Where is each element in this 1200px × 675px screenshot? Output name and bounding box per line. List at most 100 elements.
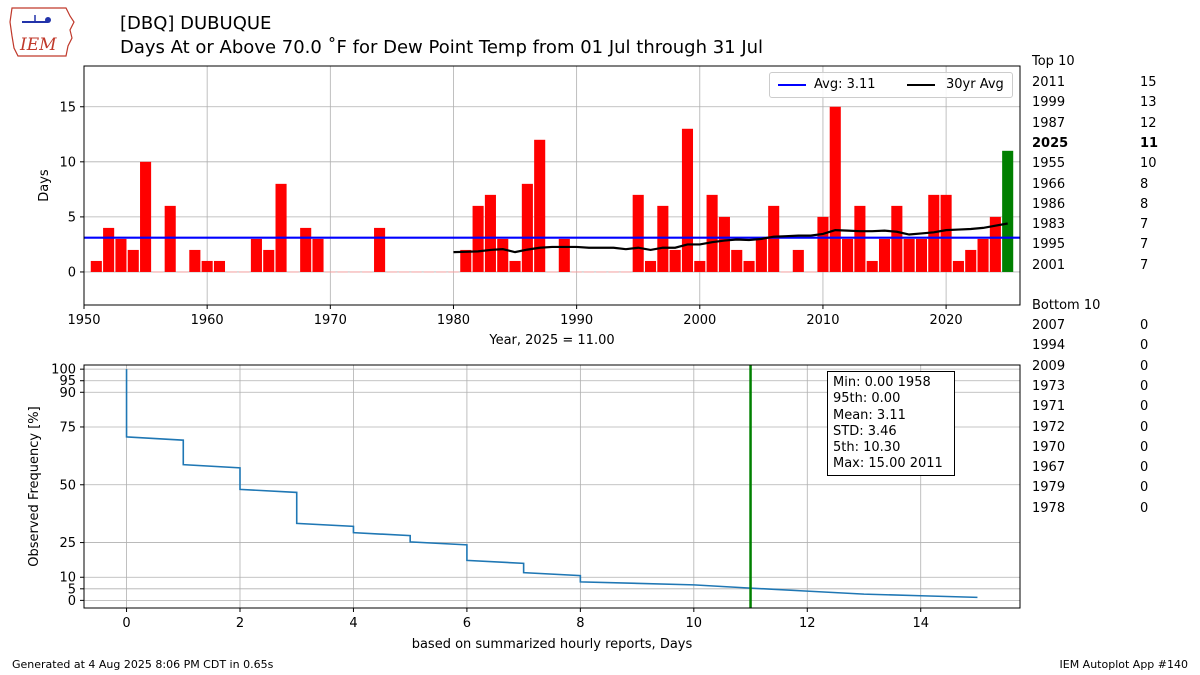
stat-min: Min: 0.00 1958 bbox=[833, 375, 931, 390]
bar-2025 bbox=[1002, 150, 1014, 272]
bar-1989 bbox=[558, 238, 570, 272]
x-tick-label: 6 bbox=[463, 616, 471, 631]
stat-std: STD: 3.46 bbox=[833, 423, 897, 439]
bar-1984 bbox=[497, 238, 509, 272]
bar-2015 bbox=[878, 238, 891, 272]
stat-mean: Mean: 3.11 bbox=[833, 407, 906, 423]
bottom10-value: 0 bbox=[1140, 318, 1149, 333]
bar-2010 bbox=[817, 216, 829, 272]
y-tick-label: 5 bbox=[68, 210, 76, 225]
bar-2017 bbox=[903, 238, 915, 272]
y-tick-label: 50 bbox=[59, 478, 76, 493]
y-axis-label: Observed Frequency [%] bbox=[27, 406, 42, 566]
bottom10-value: 0 bbox=[1140, 500, 1149, 516]
top10-value: 8 bbox=[1140, 196, 1149, 212]
bar-2004 bbox=[743, 260, 755, 272]
bar-2023 bbox=[977, 238, 989, 272]
bar-1985 bbox=[509, 260, 521, 272]
bar-1953 bbox=[115, 238, 127, 272]
y-tick-label: 75 bbox=[59, 420, 76, 435]
bar-1969 bbox=[312, 238, 324, 272]
bar-1959 bbox=[189, 249, 201, 272]
x-axis-label: based on summarized hourly reports, Days bbox=[412, 637, 693, 652]
legend-avg-swatch bbox=[778, 84, 806, 86]
bar-2014 bbox=[866, 260, 878, 272]
x-tick-label: 2000 bbox=[683, 313, 716, 328]
bottom10-year: 1972 bbox=[1032, 419, 1066, 435]
bar-2021 bbox=[952, 260, 964, 272]
x-axis-label: Year, 2025 = 11.00 bbox=[488, 333, 614, 348]
top10-value: 15 bbox=[1140, 75, 1157, 90]
bar-1964 bbox=[250, 238, 262, 272]
top10-year: 1999 bbox=[1032, 95, 1066, 111]
x-tick-label: 10 bbox=[686, 616, 703, 631]
y-tick-label: 100 bbox=[51, 363, 76, 378]
chart2-frame bbox=[83, 364, 1021, 609]
top10-value: 7 bbox=[1140, 237, 1149, 253]
bar-1999 bbox=[681, 128, 694, 272]
bar-1987 bbox=[534, 139, 546, 272]
bottom10-title: Bottom 10 bbox=[1032, 298, 1101, 313]
legend-avg-label: Avg: 3.11 bbox=[814, 77, 876, 92]
top10-year: 1987 bbox=[1032, 115, 1066, 131]
bar-2000 bbox=[694, 260, 706, 272]
bar-1986 bbox=[521, 183, 533, 272]
top10-value: 10 bbox=[1140, 156, 1157, 172]
top10-value: 12 bbox=[1140, 115, 1157, 131]
bottom10-year: 2007 bbox=[1032, 318, 1066, 333]
x-tick-label: 1960 bbox=[191, 313, 224, 328]
stat-max: Max: 15.00 2011 bbox=[833, 456, 943, 472]
x-tick-label: 8 bbox=[576, 616, 584, 631]
frequency-line bbox=[125, 369, 978, 599]
bottom10-year: 1967 bbox=[1032, 460, 1066, 476]
stats-box: Min: 0.00 1958 95th: 0.00 Mean: 3.11 STD… bbox=[827, 371, 955, 476]
bar-2008 bbox=[792, 249, 804, 272]
bottom10-year: 1971 bbox=[1032, 399, 1066, 415]
top10-title: Top 10 bbox=[1032, 54, 1075, 69]
bar-2006 bbox=[768, 205, 780, 272]
iem-logo: IEM bbox=[9, 7, 75, 57]
x-tick-label: 1970 bbox=[314, 313, 347, 328]
y-tick-label: 90 bbox=[59, 386, 76, 401]
top10-year: 1955 bbox=[1032, 156, 1066, 172]
y-tick-label: 95 bbox=[59, 374, 76, 389]
bar-1974 bbox=[374, 227, 386, 272]
bar-2005 bbox=[755, 238, 767, 272]
x-tick-label: 2 bbox=[236, 616, 244, 631]
x-tick-label: 2020 bbox=[930, 313, 963, 328]
top10-value: 7 bbox=[1140, 257, 1149, 273]
bar-2024 bbox=[989, 216, 1001, 272]
chart-title: [DBQ] DUBUQUE bbox=[120, 13, 272, 34]
y-axis-label: Days bbox=[37, 169, 52, 202]
bottom10-year: 1994 bbox=[1032, 338, 1066, 354]
bar-1952 bbox=[103, 227, 115, 272]
legend-30yr-label: 30yr Avg bbox=[946, 77, 1004, 92]
x-tick-label: 1980 bbox=[437, 313, 470, 328]
bar-2018 bbox=[915, 238, 928, 272]
bar-2016 bbox=[891, 205, 903, 272]
bar-2012 bbox=[842, 238, 854, 272]
y-tick-label: 0 bbox=[68, 594, 76, 609]
bar-2003 bbox=[731, 249, 743, 272]
bar-2020 bbox=[940, 194, 952, 272]
bottom10-year: 1979 bbox=[1032, 480, 1066, 496]
bar-1981 bbox=[460, 249, 472, 272]
bottom10-value: 0 bbox=[1140, 480, 1149, 496]
bar-1957 bbox=[164, 205, 176, 272]
x-tick-label: 12 bbox=[799, 616, 816, 631]
bar-2011 bbox=[829, 106, 841, 272]
x-tick-label: 14 bbox=[912, 616, 929, 631]
svg-text:IEM: IEM bbox=[19, 35, 57, 55]
chart-legend: Avg: 3.11 30yr Avg bbox=[769, 72, 1013, 98]
thirty-year-avg-line bbox=[453, 222, 1008, 254]
y-tick-label: 10 bbox=[59, 571, 76, 586]
bar-1961 bbox=[213, 260, 226, 272]
top10-year: 1966 bbox=[1032, 176, 1066, 192]
bottom10-value: 0 bbox=[1140, 338, 1149, 354]
bar-1998 bbox=[669, 249, 681, 272]
top10-value: 13 bbox=[1140, 95, 1157, 111]
x-tick-label: 2010 bbox=[806, 313, 839, 328]
bar-1983 bbox=[484, 194, 496, 272]
chart-subtitle: Days At or Above 70.0 ˚F for Dew Point T… bbox=[120, 37, 764, 58]
chart1-frame bbox=[83, 65, 1021, 306]
